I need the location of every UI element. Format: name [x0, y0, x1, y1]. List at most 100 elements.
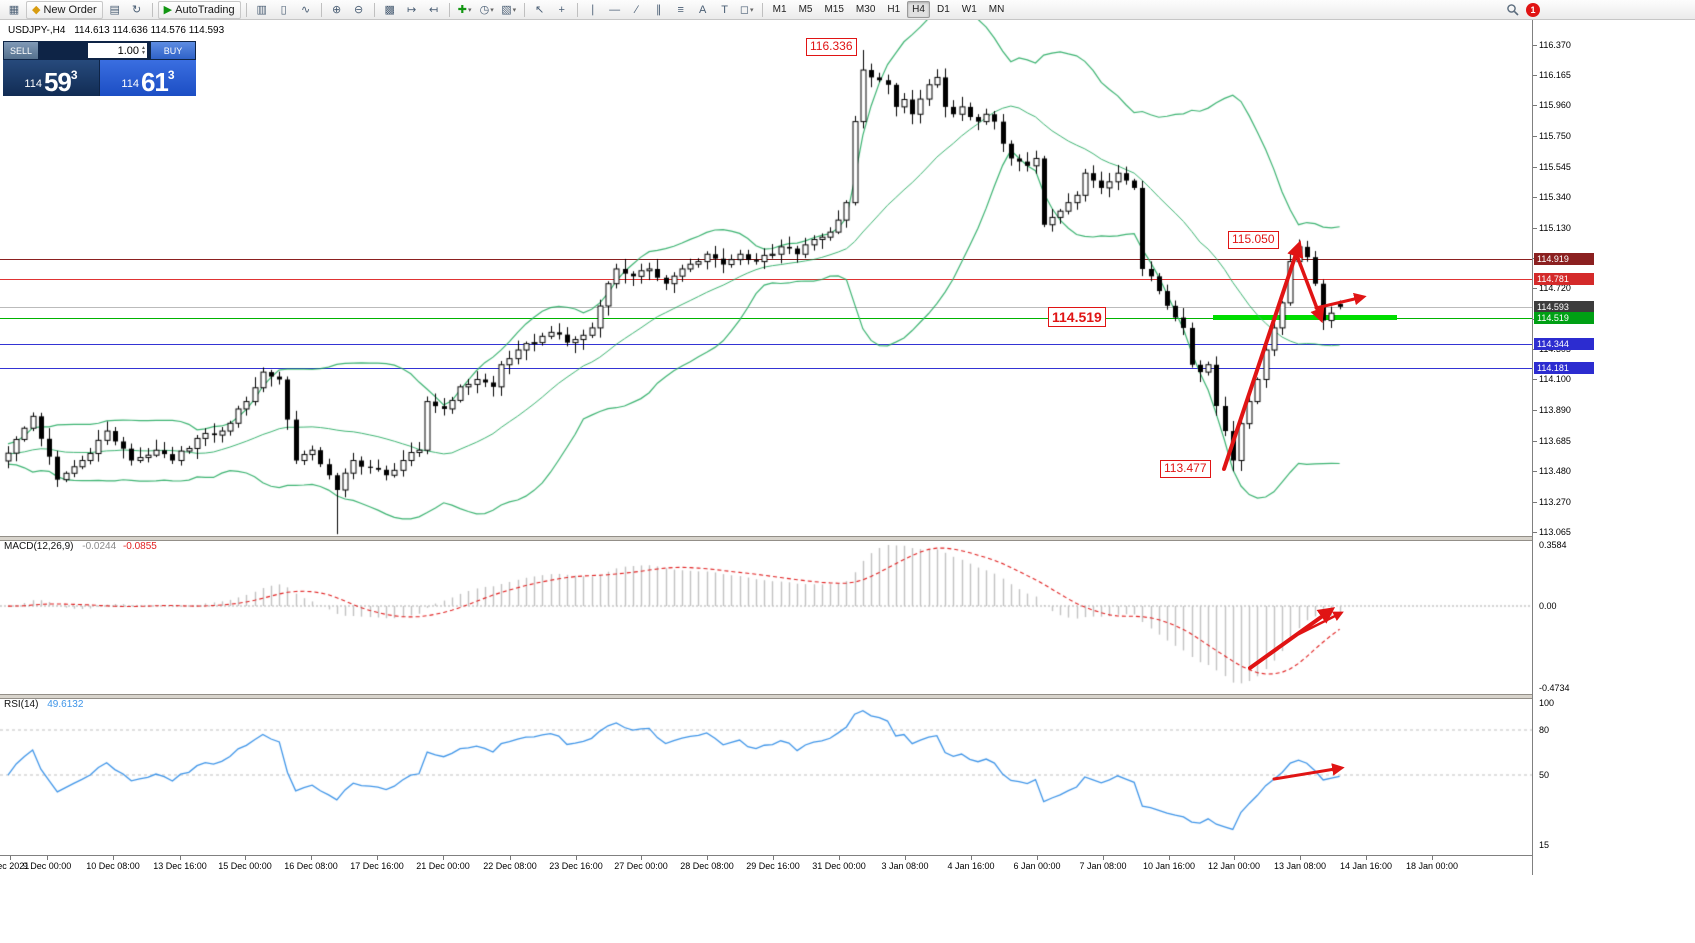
- timeframe-button-h4[interactable]: H4: [907, 1, 930, 18]
- time-axis-tick: [510, 856, 511, 860]
- time-axis-tick: [576, 856, 577, 860]
- toolbar-separator: [151, 2, 153, 17]
- new-order-button-label: New Order: [43, 3, 97, 16]
- time-axis-label: 28 Dec 08:00: [680, 861, 734, 871]
- tile-windows-icon[interactable]: ▩: [380, 1, 400, 19]
- bar-chart-icon[interactable]: ▥: [252, 1, 272, 19]
- crosshair-icon-icon: +: [558, 3, 565, 16]
- annotation-113477[interactable]: 113.477: [1160, 460, 1211, 478]
- price-chart-canvas[interactable]: [0, 20, 1532, 536]
- lot-size-input[interactable]: 1.00 ▲ ▼: [88, 43, 147, 58]
- rsi-canvas[interactable]: [0, 697, 1532, 855]
- timeframe-button-w1[interactable]: W1: [961, 4, 977, 15]
- vertical-line-icon[interactable]: ∣: [583, 1, 603, 19]
- auto-scroll-icon-icon: ↦: [407, 4, 417, 16]
- lot-decrease-button[interactable]: ▼: [141, 49, 146, 56]
- metaeditor-icon-icon: ▤: [109, 4, 120, 16]
- horizontal-line-icon-icon: —: [609, 3, 621, 16]
- fibonacci-icon[interactable]: ≡: [671, 1, 691, 19]
- refresh-icon[interactable]: ↻: [127, 1, 147, 19]
- timeframe-button-h1[interactable]: H1: [887, 4, 901, 15]
- timeframe-button-m1[interactable]: M1: [772, 4, 787, 15]
- shapes-button[interactable]: ◻ ▾: [737, 1, 757, 19]
- cursor-icon-icon: ↖: [535, 4, 545, 16]
- price-axis-tick: [1533, 501, 1537, 503]
- annotation-114519[interactable]: 114.519: [1048, 307, 1106, 328]
- metaeditor-icon[interactable]: ▤: [105, 1, 125, 19]
- time-axis-tick: [707, 856, 708, 860]
- price-axis-label: 113.065: [1539, 526, 1571, 537]
- ohlc-values: 114.613 114.636 114.576 114.593: [74, 25, 225, 36]
- time-axis-tick: [377, 856, 378, 860]
- channel-icon[interactable]: ∥: [649, 1, 669, 19]
- price-axis-tick: [1533, 288, 1537, 290]
- indicators-icon: ✚: [457, 4, 467, 16]
- chart-shift-icon[interactable]: ↤: [424, 1, 444, 19]
- sell-price-panel[interactable]: 114 59 3: [3, 60, 99, 96]
- price-axis-label: 116.165: [1539, 70, 1571, 81]
- sell-price-big: 59: [43, 67, 72, 97]
- line-chart-icon-icon: ∿: [301, 4, 311, 16]
- symbol-period-label: USDJPY-,H4: [8, 25, 66, 36]
- new-chart-icon[interactable]: ▦: [4, 1, 24, 19]
- line-chart-icon[interactable]: ∿: [296, 1, 316, 19]
- annotation-116336[interactable]: 116.336: [806, 38, 857, 56]
- crosshair-icon[interactable]: +: [552, 1, 572, 19]
- dropdown-caret-icon: ▾: [468, 6, 472, 14]
- chart-macd-splitter[interactable]: [0, 536, 1594, 541]
- new-order-button[interactable]: ◆ New Order: [26, 0, 103, 19]
- time-axis-tick: [971, 856, 972, 860]
- price-tag-114181: 114.181: [1534, 362, 1594, 374]
- price-axis-label: 115.750: [1539, 131, 1571, 142]
- time-axis-tick: [180, 856, 181, 860]
- lot-increase-button[interactable]: ▲: [141, 44, 146, 51]
- timeframe-button-m5[interactable]: M5: [798, 4, 813, 15]
- buy-price-panel[interactable]: 114 61 3: [100, 60, 196, 96]
- zoom-out-icon[interactable]: ⊖: [349, 1, 369, 19]
- indicator-axis-label: 100: [1539, 698, 1555, 708]
- time-axis-tick: [311, 856, 312, 860]
- price-tag-114519: 114.519: [1534, 312, 1594, 324]
- lot-size-value: 1.00: [117, 44, 140, 57]
- time-axis-tick: [773, 856, 774, 860]
- price-tag-114344: 114.344: [1534, 338, 1594, 350]
- autotrading-button[interactable]: ▶ AutoTrading: [157, 0, 241, 19]
- search-icon[interactable]: [1506, 3, 1520, 17]
- candlestick-chart-icon[interactable]: ▯: [274, 1, 294, 19]
- timeframe-button-d1[interactable]: D1: [936, 4, 950, 15]
- text-label-icon-icon: T: [721, 3, 729, 16]
- horizontal-line-icon[interactable]: —: [605, 1, 625, 19]
- indicators-button[interactable]: ✚ ▾: [455, 1, 475, 19]
- toolbar: 1 ▦ ◆ New Order ▤ ↻ ▶ AutoTrading ▥ ▯ ∿ ⊕ ⊖ ▩ ↦ ↤ ✚ ▾ ◷ ▾ ▧…: [0, 0, 1695, 20]
- cursor-icon[interactable]: ↖: [530, 1, 550, 19]
- rsi-value: 49.6132: [47, 699, 84, 710]
- timeframe-button-m15[interactable]: M15: [824, 4, 844, 15]
- price-axis-tick: [1533, 410, 1537, 412]
- price-axis-label: 113.270: [1539, 496, 1571, 507]
- sell-button[interactable]: SELL: [4, 42, 38, 59]
- text-icon[interactable]: A: [693, 1, 713, 19]
- zoom-in-icon[interactable]: ⊕: [327, 1, 347, 19]
- trendline-icon[interactable]: ∕: [627, 1, 647, 19]
- macd-rsi-splitter[interactable]: [0, 694, 1594, 699]
- text-label-icon[interactable]: T: [715, 1, 735, 19]
- macd-canvas[interactable]: [0, 539, 1532, 694]
- templates-icon: ▧: [501, 4, 512, 16]
- auto-scroll-icon[interactable]: ↦: [402, 1, 422, 19]
- templates-button[interactable]: ▧ ▾: [499, 1, 519, 19]
- bar-chart-icon-icon: ▥: [256, 4, 267, 16]
- buy-button[interactable]: BUY: [151, 42, 195, 59]
- toolbar-separator: [448, 2, 450, 17]
- timeframe-button-m30[interactable]: M30: [855, 4, 876, 15]
- time-axis-label: 10 Dec 08:00: [86, 861, 140, 871]
- timeframe-button-mn[interactable]: MN: [988, 4, 1005, 15]
- periods-icon: ◷: [479, 4, 490, 16]
- periods-button[interactable]: ◷ ▾: [477, 1, 497, 19]
- time-axis-label: Dec 2021: [0, 861, 30, 871]
- notifications-badge[interactable]: 1: [1526, 3, 1540, 17]
- annotation-115050[interactable]: 115.050: [1228, 231, 1279, 249]
- time-axis-label: 31 Dec 00:00: [812, 861, 866, 871]
- price-axis[interactable]: 114.919 114.781 114.593 114.519 114.344 114.1…: [1532, 20, 1595, 875]
